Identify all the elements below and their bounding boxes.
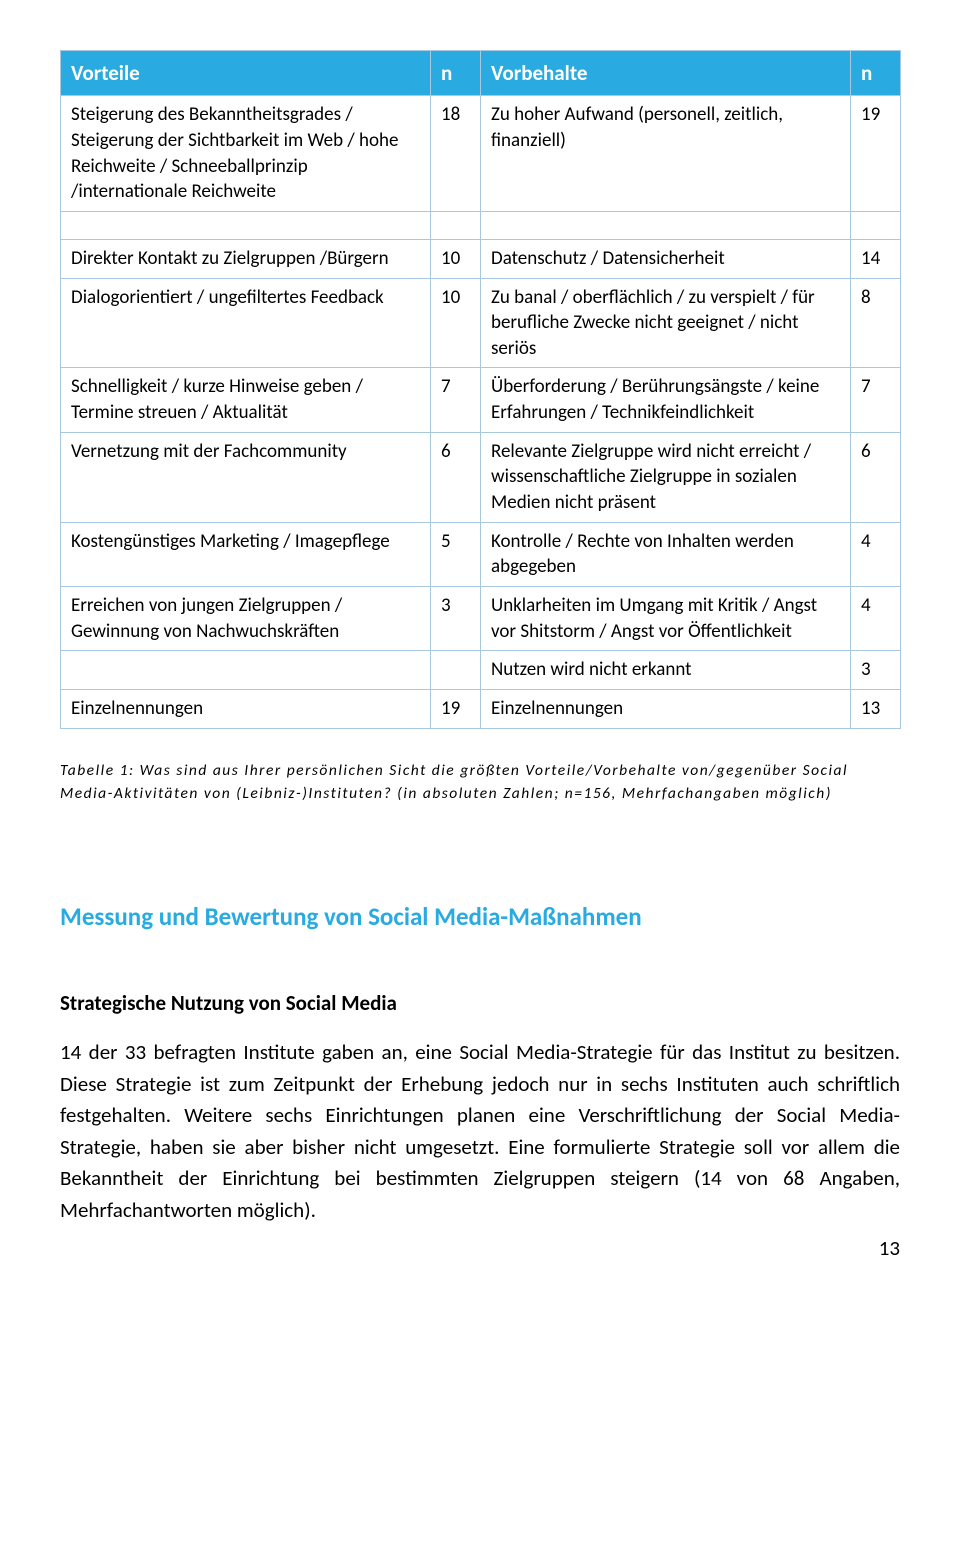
- cell-n2: 4: [851, 586, 901, 650]
- cell-n2: 6: [851, 432, 901, 522]
- cell-vorteile: Direkter Kontakt zu Zielgruppen /Bürgern: [61, 239, 431, 278]
- cell-n2: 19: [851, 96, 901, 212]
- cell-n2: 3: [851, 651, 901, 690]
- cell-vorbehalte: Kontrolle / Rechte von Inhalten werden a…: [481, 522, 851, 586]
- body-paragraph: 14 der 33 befragten Institute gaben an, …: [60, 1037, 900, 1226]
- cell-n2: 8: [851, 278, 901, 368]
- table-row: Steigerung des Bekanntheitsgrades / Stei…: [61, 96, 901, 212]
- table-row: Erreichen von jungen Zielgruppen / Gewin…: [61, 586, 901, 650]
- col-vorbehalte: Vorbehalte: [481, 51, 851, 96]
- cell-vorteile: Dialogorientiert / ungefiltertes Feedbac…: [61, 278, 431, 368]
- cell-n1: 6: [431, 432, 481, 522]
- spacer-cell: [851, 211, 901, 239]
- table-spacer-row: [61, 211, 901, 239]
- cell-vorbehalte: Zu hoher Aufwand (personell, zeitlich, f…: [481, 96, 851, 212]
- cell-n2: 7: [851, 368, 901, 432]
- spacer-cell: [481, 211, 851, 239]
- col-n2: n: [851, 51, 901, 96]
- table-caption: Tabelle 1: Was sind aus Ihrer persönlich…: [60, 759, 900, 806]
- cell-n1: 7: [431, 368, 481, 432]
- spacer-cell: [431, 211, 481, 239]
- cell-vorbehalte: Datenschutz / Datensicherheit: [481, 239, 851, 278]
- cell-n2: 13: [851, 689, 901, 728]
- cell-n1: 5: [431, 522, 481, 586]
- cell-vorteile: Steigerung des Bekanntheitsgrades / Stei…: [61, 96, 431, 212]
- cell-vorteile: Einzelnennungen: [61, 689, 431, 728]
- subsection-heading: Strategische Nutzung von Social Media: [60, 989, 900, 1017]
- cell-vorbehalte: Unklarheiten im Umgang mit Kritik / Angs…: [481, 586, 851, 650]
- vorteile-vorbehalte-table: Vorteile n Vorbehalte n Steigerung des B…: [60, 50, 901, 729]
- cell-n2: 4: [851, 522, 901, 586]
- spacer-cell: [61, 211, 431, 239]
- table-row: Direkter Kontakt zu Zielgruppen /Bürgern…: [61, 239, 901, 278]
- cell-vorbehalte: Zu banal / oberflächlich / zu verspielt …: [481, 278, 851, 368]
- cell-vorteile: Schnelligkeit / kurze Hinweise geben / T…: [61, 368, 431, 432]
- cell-n1: 19: [431, 689, 481, 728]
- cell-n1: [431, 651, 481, 690]
- table-row: Einzelnennungen 19 Einzelnennungen 13: [61, 689, 901, 728]
- table-row: Vernetzung mit der Fachcommunity 6 Relev…: [61, 432, 901, 522]
- cell-vorteile: Kostengünstiges Marketing / Imagepflege: [61, 522, 431, 586]
- cell-n1: 10: [431, 278, 481, 368]
- cell-vorbehalte: Relevante Zielgruppe wird nicht erreicht…: [481, 432, 851, 522]
- cell-n1: 3: [431, 586, 481, 650]
- cell-n1: 18: [431, 96, 481, 212]
- cell-vorteile: [61, 651, 431, 690]
- cell-vorbehalte: Überforderung / Berührungsängste / keine…: [481, 368, 851, 432]
- section-heading: Messung und Bewertung von Social Media-M…: [60, 900, 900, 934]
- table-row: Dialogorientiert / ungefiltertes Feedbac…: [61, 278, 901, 368]
- page-number: 13: [60, 1234, 900, 1262]
- cell-vorbehalte: Einzelnennungen: [481, 689, 851, 728]
- cell-n2: 14: [851, 239, 901, 278]
- table-row: Schnelligkeit / kurze Hinweise geben / T…: [61, 368, 901, 432]
- col-vorteile: Vorteile: [61, 51, 431, 96]
- cell-vorteile: Vernetzung mit der Fachcommunity: [61, 432, 431, 522]
- cell-vorbehalte: Nutzen wird nicht erkannt: [481, 651, 851, 690]
- cell-vorteile: Erreichen von jungen Zielgruppen / Gewin…: [61, 586, 431, 650]
- table-row: Nutzen wird nicht erkannt 3: [61, 651, 901, 690]
- cell-n1: 10: [431, 239, 481, 278]
- table-row: Kostengünstiges Marketing / Imagepflege …: [61, 522, 901, 586]
- table-header-row: Vorteile n Vorbehalte n: [61, 51, 901, 96]
- col-n1: n: [431, 51, 481, 96]
